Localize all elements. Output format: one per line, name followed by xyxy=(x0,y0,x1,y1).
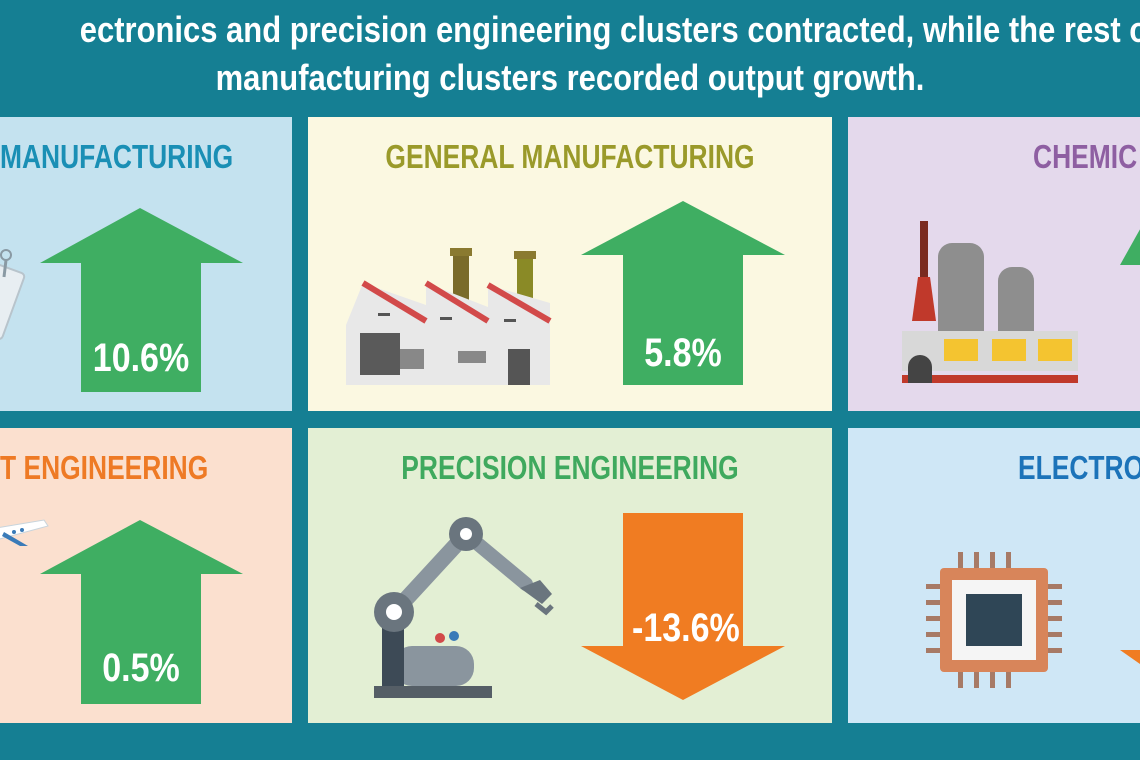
syringe-icon xyxy=(0,249,26,340)
growth-value: 10.6% xyxy=(92,336,190,380)
airplane-icon xyxy=(0,519,49,546)
factory-icon xyxy=(346,248,552,385)
down-arrow xyxy=(1120,650,1140,664)
microchip-icon xyxy=(926,552,1062,688)
panel-title: T ENGINEERING xyxy=(0,449,209,486)
panel-transport-engineering: T ENGINEERING 0.5% xyxy=(0,428,292,723)
robotic-arm-icon xyxy=(374,517,554,698)
panel-title: ELECTRO xyxy=(1018,449,1140,486)
growth-value: -13.6% xyxy=(632,606,740,650)
panel-electronics: ELECTRO xyxy=(848,428,1140,723)
panel-title: CHEMIC xyxy=(1033,138,1138,175)
up-arrow xyxy=(581,201,785,385)
panel-general-manufacturing: GENERAL MANUFACTURING 5.8% xyxy=(308,117,832,411)
panel-title: MANUFACTURING xyxy=(0,138,234,175)
panel-title: PRECISION ENGINEERING xyxy=(401,449,739,486)
up-arrow xyxy=(40,208,243,392)
up-arrow xyxy=(40,520,243,704)
up-arrow xyxy=(1120,229,1140,265)
panel-chemicals: CHEMIC xyxy=(848,117,1140,411)
headline-line-2: manufacturing clusters recorded output g… xyxy=(215,57,925,98)
panel-precision-engineering: PRECISION ENGINEERING -13.6% xyxy=(308,428,832,723)
down-arrow xyxy=(581,513,785,700)
headline-line-1: ectronics and precision engineering clus… xyxy=(79,9,1140,50)
chemical-plant-icon xyxy=(902,221,1078,383)
panel-title: GENERAL MANUFACTURING xyxy=(385,138,755,175)
growth-value: 0.5% xyxy=(102,646,180,690)
headline: ectronics and precision engineering clus… xyxy=(0,0,1140,112)
growth-value: 5.8% xyxy=(644,331,722,375)
panel-manufacturing: MANUFACTURING 10.6% xyxy=(0,117,292,411)
